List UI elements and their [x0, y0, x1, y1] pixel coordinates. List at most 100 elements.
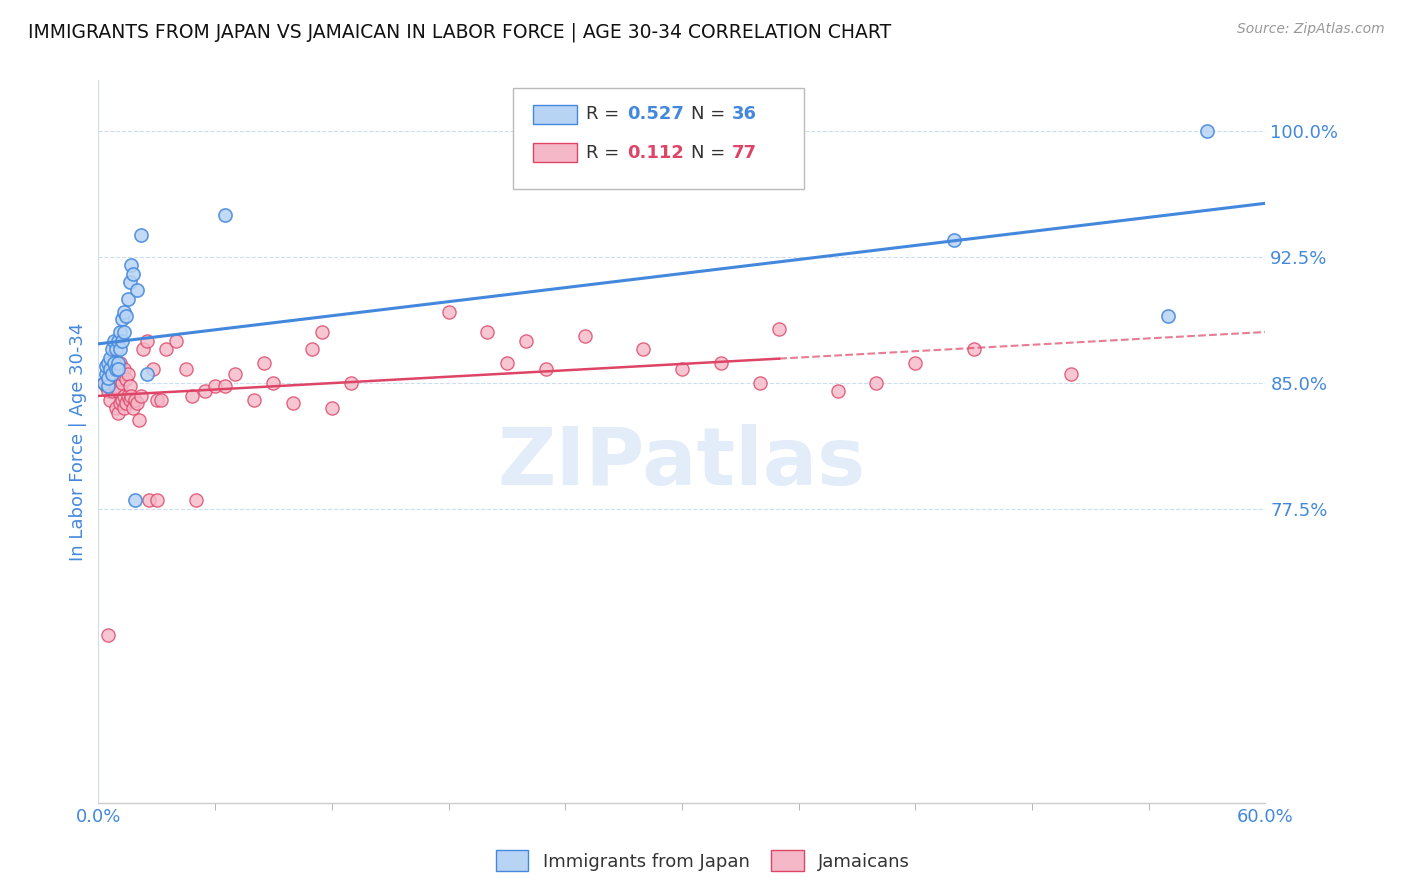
Point: [114, 396, 136, 410]
Point: [111, 334, 134, 348]
Point: [103, 334, 125, 348]
Point: [194, 384, 217, 398]
Point: [107, 362, 129, 376]
Point: [107, 355, 129, 369]
Point: [121, 389, 143, 403]
Text: R =: R =: [586, 105, 626, 123]
Point: [111, 311, 134, 326]
Point: [122, 401, 145, 415]
Point: [301, 342, 323, 356]
Point: [574, 328, 596, 343]
Point: [98, 392, 121, 407]
Point: [104, 342, 127, 356]
Point: [281, 396, 304, 410]
Point: [155, 342, 177, 356]
Point: [107, 384, 129, 398]
Point: [97, 628, 120, 642]
Point: [904, 355, 927, 369]
Point: [112, 401, 135, 415]
FancyBboxPatch shape: [513, 87, 804, 189]
Text: ZIPatlas: ZIPatlas: [498, 425, 866, 502]
Point: [943, 233, 966, 247]
Point: [101, 384, 124, 398]
Point: [165, 334, 187, 348]
Point: [121, 258, 143, 272]
Point: [104, 401, 127, 415]
Point: [768, 322, 790, 336]
Point: [107, 406, 129, 420]
Point: [118, 275, 141, 289]
Point: [1195, 124, 1218, 138]
Point: [496, 355, 519, 369]
Point: [321, 401, 343, 415]
Point: [437, 305, 460, 319]
Point: [132, 342, 155, 356]
Point: [103, 355, 125, 369]
Point: [104, 362, 127, 376]
Point: [149, 392, 172, 407]
Point: [97, 384, 120, 398]
Point: [174, 362, 197, 376]
Point: [710, 355, 733, 369]
Point: [129, 227, 152, 242]
Point: [103, 379, 125, 393]
Point: [142, 362, 165, 376]
Point: [112, 326, 135, 340]
Point: [477, 326, 499, 340]
Point: [136, 334, 159, 348]
Text: Source: ZipAtlas.com: Source: ZipAtlas.com: [1237, 22, 1385, 37]
Point: [122, 267, 145, 281]
Point: [118, 379, 141, 393]
Text: 0.527: 0.527: [627, 105, 683, 123]
Point: [111, 368, 134, 382]
Point: [96, 368, 118, 382]
Point: [117, 368, 139, 382]
Point: [108, 396, 131, 410]
Point: [111, 392, 134, 407]
Point: [1060, 368, 1083, 382]
Point: [117, 292, 139, 306]
Point: [117, 389, 139, 403]
Point: [865, 376, 887, 390]
Point: [340, 376, 363, 390]
Point: [111, 376, 134, 390]
Point: [108, 355, 131, 369]
Point: [108, 326, 131, 340]
Point: [107, 362, 129, 376]
Point: [112, 305, 135, 319]
Point: [671, 362, 693, 376]
Point: [118, 392, 141, 407]
Bar: [533, 105, 576, 124]
Bar: [533, 143, 576, 162]
Point: [104, 368, 127, 382]
Point: [243, 392, 266, 407]
Point: [138, 493, 160, 508]
Point: [101, 372, 124, 386]
Point: [1157, 309, 1180, 323]
Point: [98, 351, 121, 365]
Point: [112, 362, 135, 376]
Point: [515, 334, 537, 348]
Point: [101, 368, 124, 382]
Point: [146, 392, 169, 407]
Point: [108, 372, 131, 386]
Point: [311, 326, 333, 340]
Legend: Immigrants from Japan, Jamaicans: Immigrants from Japan, Jamaicans: [489, 843, 917, 879]
Point: [127, 396, 149, 410]
Point: [93, 376, 115, 390]
Text: N =: N =: [692, 105, 731, 123]
Point: [101, 342, 124, 356]
Point: [748, 376, 770, 390]
Point: [204, 379, 226, 393]
Point: [96, 379, 118, 393]
Point: [129, 389, 152, 403]
Text: 0.112: 0.112: [627, 144, 683, 161]
Point: [136, 368, 159, 382]
Point: [146, 493, 169, 508]
Point: [184, 493, 207, 508]
Point: [114, 372, 136, 386]
Point: [214, 379, 236, 393]
Text: 77: 77: [733, 144, 756, 161]
Point: [128, 413, 150, 427]
Point: [97, 379, 120, 393]
